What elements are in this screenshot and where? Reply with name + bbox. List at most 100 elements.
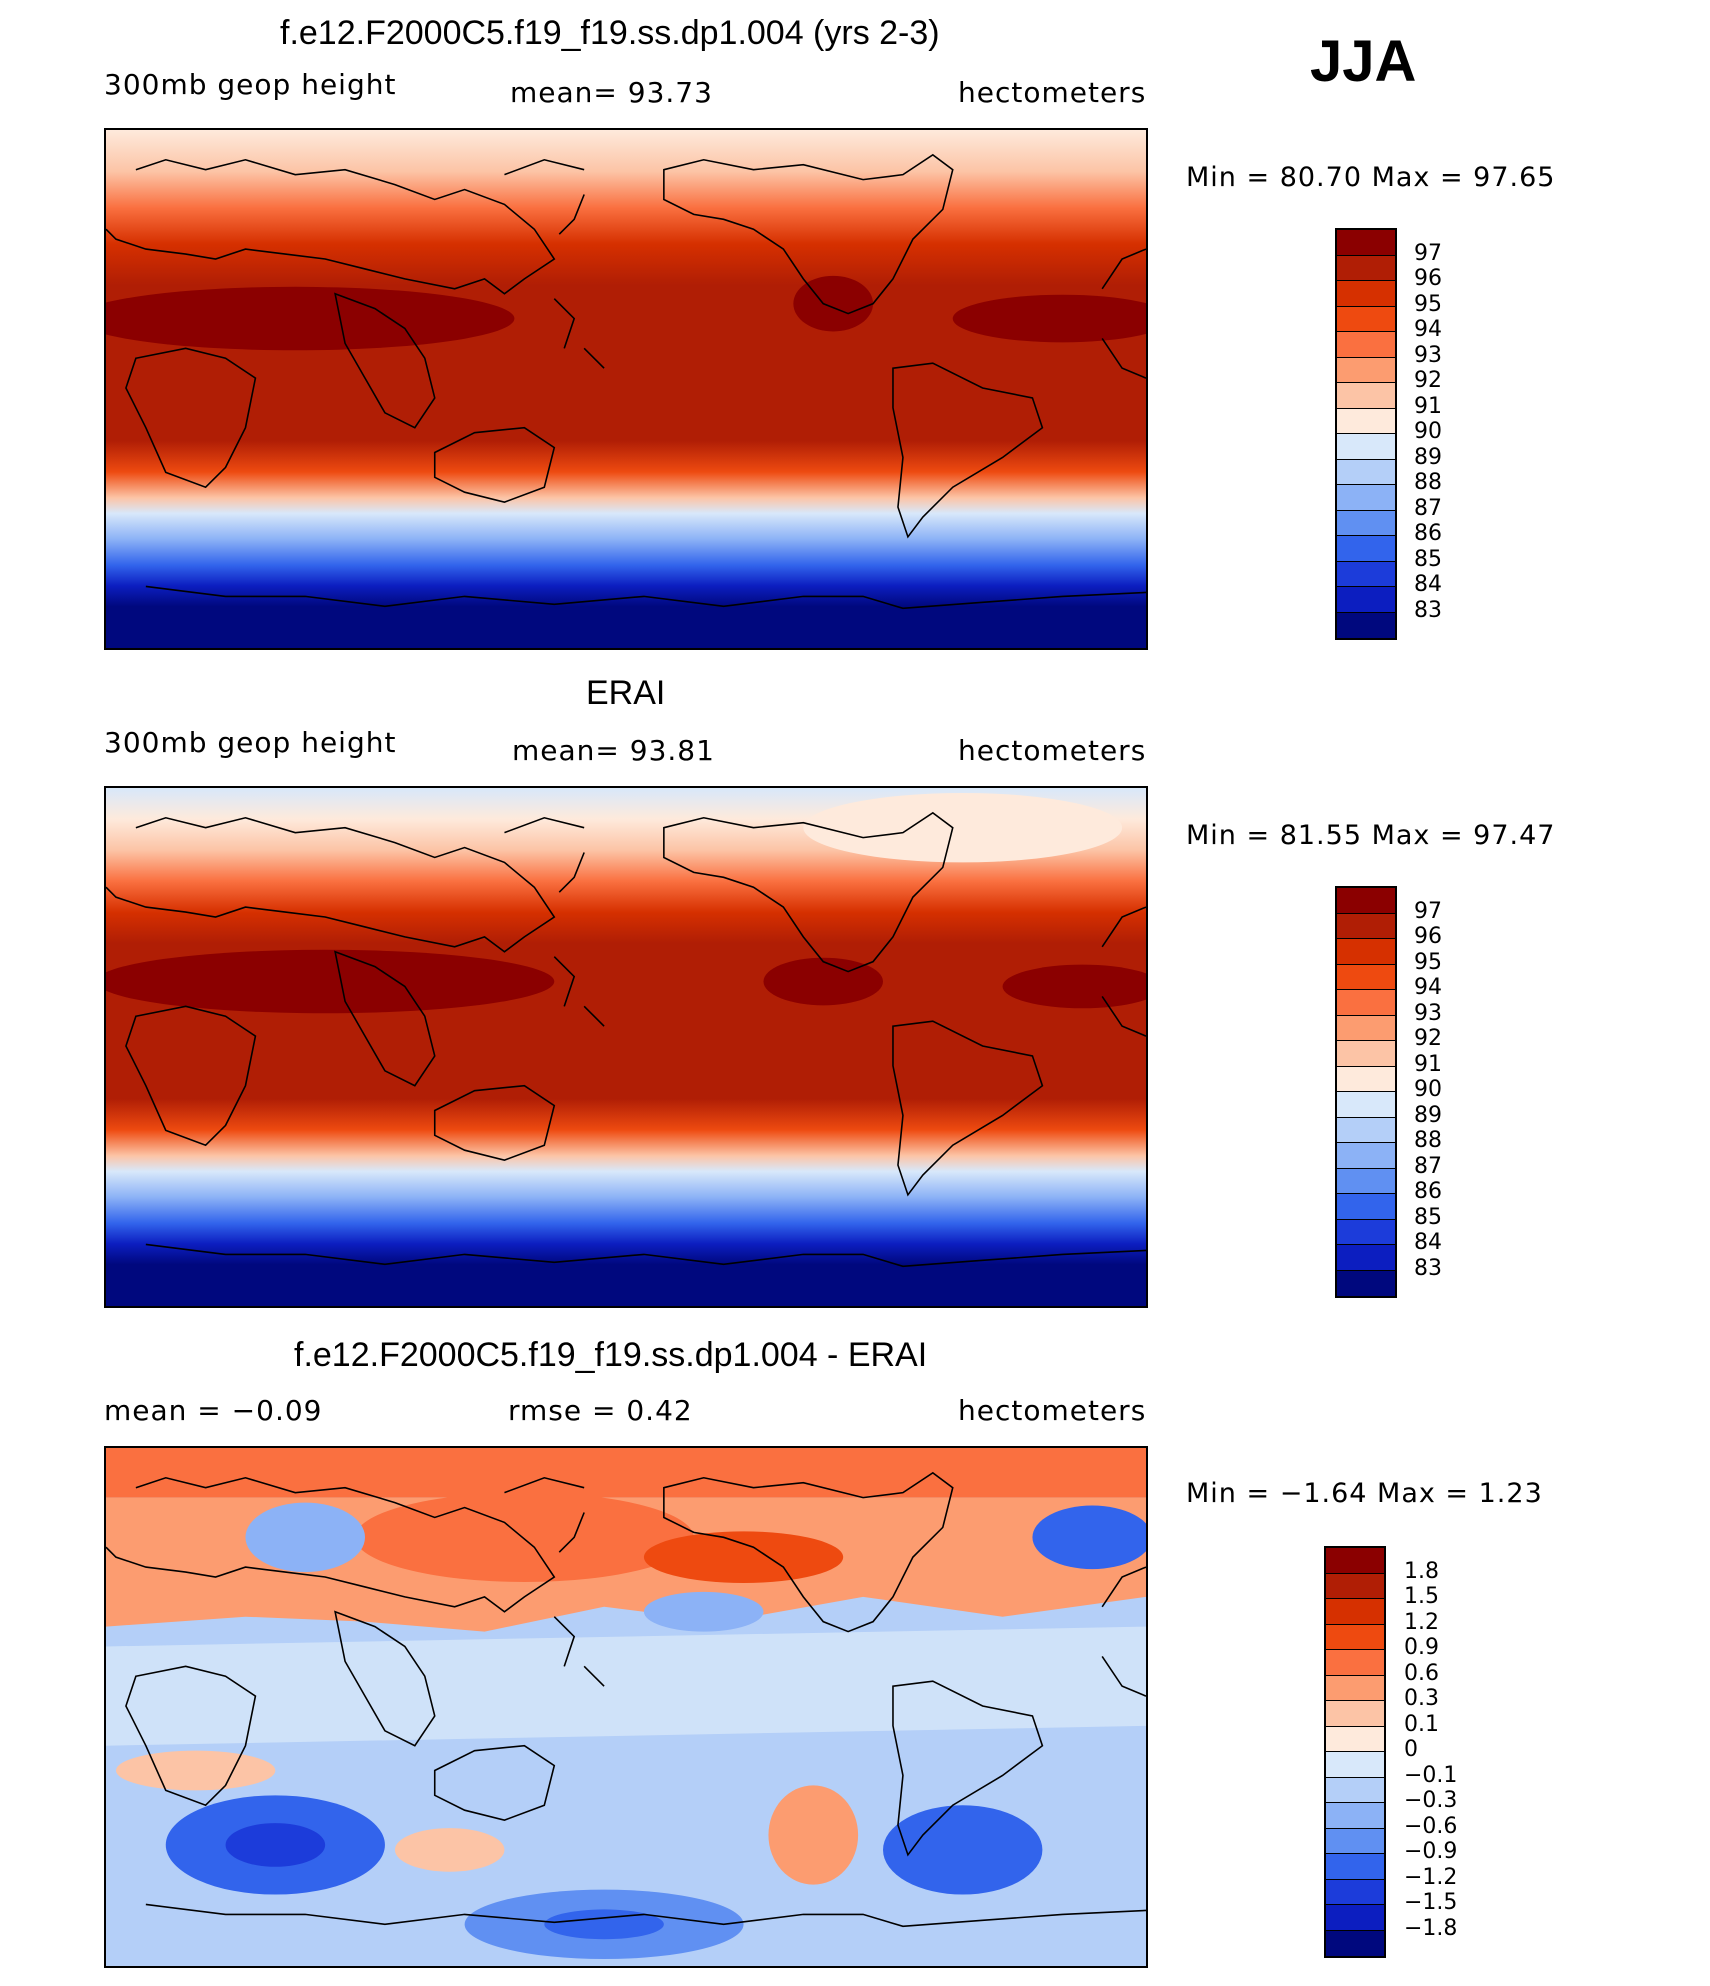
colorbar-tick-label: 96 [1414,266,1442,291]
panel-1-colorbar [1335,228,1397,640]
panel-1-coastlines [106,153,1146,610]
colorbar-swatch [1337,1270,1395,1296]
colorbar-swatch [1337,587,1395,613]
panel-2-max-core-atlantic [1002,964,1146,1009]
colorbar-swatch [1326,1624,1384,1650]
colorbar-swatch [1337,990,1395,1016]
colorbar-swatch [1337,459,1395,485]
panel-3-neg-south-america [883,1805,1043,1895]
colorbar-tick-label: 86 [1414,1179,1442,1204]
colorbar-tick-label: 86 [1414,521,1442,546]
colorbar-swatch [1326,1573,1384,1599]
panel-2-field [106,788,1146,1306]
colorbar-swatch [1337,281,1395,307]
colorbar-tick-label: −0.6 [1404,1813,1458,1839]
panel-3-pos-pacific [643,1531,844,1583]
colorbar-tick-label: 95 [1414,291,1442,317]
colorbar-tick-label: 93 [1414,342,1442,368]
colorbar-tick-label: 96 [1414,924,1442,949]
colorbar-tick-label: 84 [1414,1230,1442,1255]
colorbar-swatch [1337,1092,1395,1118]
colorbar-tick-label: 0.3 [1404,1686,1439,1711]
colorbar-tick-label: 91 [1414,1051,1442,1077]
colorbar-tick-label: 1.8 [1404,1558,1439,1584]
panel-3-pos-south-2 [768,1785,859,1885]
colorbar-swatch [1326,1879,1384,1905]
colorbar-tick-label: 1.2 [1404,1609,1439,1635]
panel-3-neg-europe [245,1502,366,1573]
panel-3-band-north [106,1448,1146,1498]
colorbar-swatch [1337,230,1395,256]
season-label: JJA [1310,29,1417,94]
panel-2-map [104,786,1148,1308]
colorbar-swatch [1337,561,1395,587]
colorbar-tick-label: 87 [1414,495,1442,521]
colorbar-tick-label: 0.6 [1404,1660,1439,1686]
colorbar-swatch [1337,1117,1395,1143]
panel-3-neg-antarctic-core [544,1909,664,1940]
colorbar-swatch [1326,1752,1384,1778]
panel-3-minmax: Min = −1.64 Max = 1.23 [1186,1478,1543,1509]
colorbar-tick-label: 90 [1414,1077,1442,1102]
panel-2-variable-label: 300mb geop height [104,726,397,759]
panel-3-colorbar-labels: 1.8 1.5 1.2 0.9 0.6 0.3 0.1 0 −0.1 −0.3 … [1404,1546,1514,1958]
panel-1-mean-label: mean= 93.73 [510,76,713,109]
colorbar-tick-label: 92 [1414,1026,1442,1051]
colorbar-tick-label: 97 [1414,898,1442,924]
colorbar-tick-label: 97 [1414,240,1442,266]
colorbar-tick-label: 0.1 [1404,1711,1439,1737]
panel-3-units-label: hectometers [958,1394,1147,1427]
colorbar-tick-label: 91 [1414,393,1442,419]
colorbar-tick-label: 89 [1414,1102,1442,1128]
colorbar-tick-label: 92 [1414,368,1442,393]
panel-3-pos-south-1 [394,1828,505,1872]
panel-2-units-label: hectometers [958,734,1147,767]
colorbar-swatch [1337,1168,1395,1194]
colorbar-swatch [1337,888,1395,914]
colorbar-tick-label: 94 [1414,975,1442,1000]
panel-3-map [104,1446,1148,1968]
colorbar-swatch [1326,1930,1384,1956]
colorbar-swatch [1326,1548,1384,1574]
colorbar-tick-label: 85 [1414,546,1442,572]
colorbar-swatch [1337,1143,1395,1169]
colorbar-swatch [1326,1854,1384,1880]
colorbar-swatch [1326,1905,1384,1931]
colorbar-swatch [1337,964,1395,990]
panel-3-pos-africa [115,1750,276,1791]
colorbar-tick-label: 88 [1414,470,1442,495]
colorbar-swatch [1337,913,1395,939]
colorbar-swatch [1337,332,1395,358]
colorbar-tick-label: −1.2 [1404,1864,1458,1890]
panel-1-colorbar-labels: 97 96 95 94 93 92 91 90 89 88 87 86 85 8… [1414,228,1504,640]
colorbar-swatch [1326,1675,1384,1701]
panel-2-minmax: Min = 81.55 Max = 97.47 [1186,820,1556,851]
colorbar-swatch [1337,1245,1395,1271]
colorbar-tick-label: 88 [1414,1128,1442,1153]
panel-1-max-core-asia [106,286,515,351]
panel-3-neg-pacific [643,1591,764,1632]
colorbar-tick-label: 93 [1414,1000,1442,1026]
colorbar-swatch [1326,1701,1384,1727]
colorbar-tick-label: 84 [1414,572,1442,597]
colorbar-tick-label: −0.1 [1404,1762,1458,1788]
colorbar-tick-label: −0.3 [1404,1788,1458,1813]
colorbar-tick-label: 83 [1414,597,1442,623]
panel-3-coastlines [106,1471,1146,1928]
panel-3-mean-label: mean = −0.09 [104,1394,323,1427]
panel-3-weak-tropics [106,1626,1146,1746]
panel-2-arctic-cool [803,792,1123,863]
panel-2-coastlines [106,811,1146,1268]
panel-1-max-core-atlantic [952,294,1146,343]
panel-2-colorbar [1335,886,1397,1298]
colorbar-tick-label: −1.8 [1404,1915,1458,1941]
panel-1-map [104,128,1148,650]
colorbar-tick-label: 94 [1414,317,1442,342]
colorbar-swatch [1326,1828,1384,1854]
colorbar-tick-label: −1.5 [1404,1890,1458,1915]
panel-3-colorbar [1324,1546,1386,1958]
panel-3-neg-indian-core [225,1823,326,1867]
colorbar-tick-label: 87 [1414,1153,1442,1179]
panel-3-neg-atlantic [1032,1505,1146,1570]
panel-3-rmse-label: rmse = 0.42 [508,1394,693,1427]
